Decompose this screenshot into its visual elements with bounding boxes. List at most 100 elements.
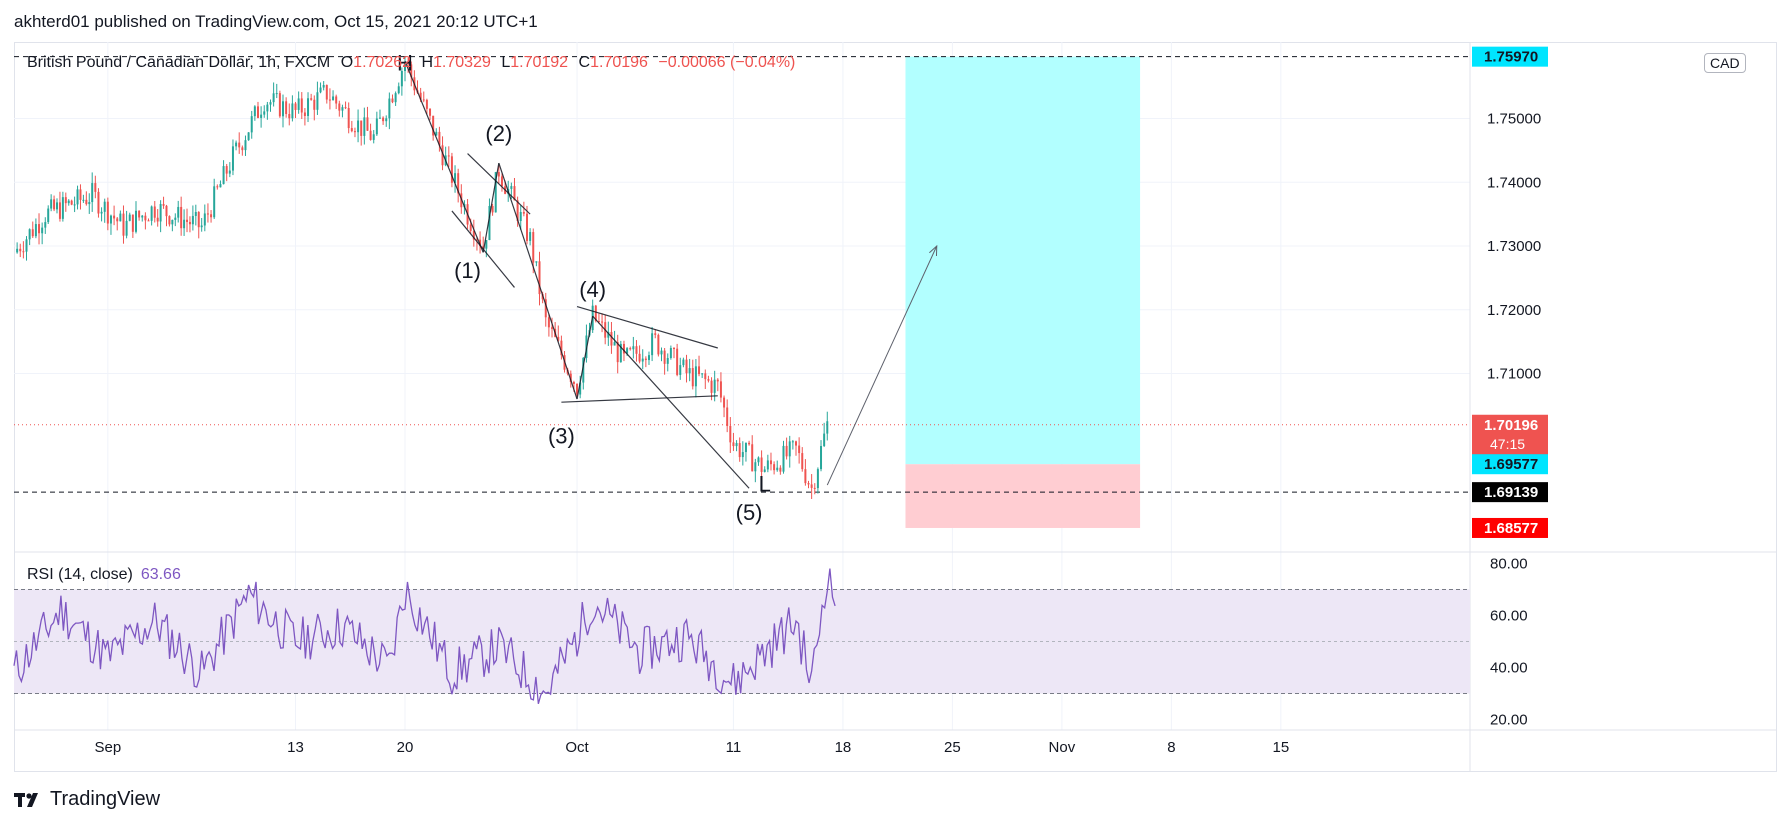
close-value: 1.70196 — [590, 54, 648, 71]
candle-body — [694, 366, 697, 387]
candle-body — [626, 348, 629, 354]
candle-body — [769, 460, 772, 465]
candle-body — [741, 452, 744, 458]
countdown-label: 47:15 — [1490, 436, 1525, 452]
close-label: C — [578, 54, 591, 71]
currency-badge[interactable]: CAD — [1704, 53, 1746, 73]
candle-body — [159, 204, 162, 222]
candle-body — [754, 462, 757, 472]
rsi-last-value: 63.66 — [140, 566, 181, 583]
candle-body — [122, 213, 125, 236]
candle-body — [247, 132, 250, 141]
candle-body — [701, 373, 704, 375]
time-axis-label: 11 — [726, 739, 742, 756]
wave-label: L — [759, 471, 771, 496]
candle-body — [710, 380, 713, 393]
candle-body — [235, 142, 238, 147]
candle-body — [522, 211, 525, 214]
price-axis-badge — [1472, 482, 1548, 503]
candle-body — [194, 211, 197, 216]
candle-body — [44, 222, 47, 228]
candle-body — [338, 103, 341, 111]
candle-body — [438, 131, 441, 146]
candle-body — [216, 186, 219, 188]
footer-brand: TradingView — [50, 788, 161, 810]
symbol-legend: British Pound / Canadian Dollar, 1h, FXC… — [27, 54, 795, 72]
candle-body — [263, 111, 266, 115]
candle-body — [335, 96, 338, 104]
candle-body — [810, 484, 813, 488]
price-axis-label: 1.74000 — [1487, 174, 1541, 191]
candle-body — [497, 172, 500, 177]
candle-body — [679, 365, 682, 375]
candle-body — [260, 114, 263, 118]
candle-body — [282, 101, 285, 117]
candle-body — [641, 358, 644, 362]
tradingview-logo-icon — [14, 792, 38, 807]
wave-label: (4) — [579, 277, 606, 302]
candle-body — [294, 103, 297, 110]
rsi-axis-label: 40.00 — [1490, 660, 1528, 677]
candle-body — [79, 189, 82, 200]
candle-body — [432, 115, 435, 136]
candle-body — [510, 186, 513, 189]
candle-body — [61, 197, 64, 219]
candle-body — [64, 197, 67, 204]
candle-body — [744, 442, 747, 453]
candle-body — [582, 357, 585, 383]
candle-body — [210, 214, 213, 218]
time-axis-label: 20 — [397, 739, 414, 756]
candle-body — [807, 483, 810, 485]
candle-body — [572, 381, 575, 384]
candle-body — [826, 421, 829, 434]
candle-body — [125, 220, 128, 236]
candle-body — [97, 191, 100, 214]
candle-body — [482, 246, 485, 249]
candle-body — [816, 469, 819, 489]
candle-body — [494, 172, 497, 213]
candle-body — [141, 215, 144, 218]
candle-body — [766, 460, 769, 470]
candle-body — [347, 108, 350, 129]
candle-body — [450, 156, 453, 183]
candle-body — [73, 204, 76, 206]
candle-body — [213, 186, 216, 218]
candle-body — [19, 248, 22, 252]
symbol-name[interactable]: British Pound / Canadian Dollar, 1h, FXC… — [27, 54, 331, 71]
candle-body — [219, 184, 222, 188]
rsi-title[interactable]: RSI (14, close) — [27, 566, 133, 583]
trendline — [561, 395, 718, 403]
candle-body — [579, 382, 582, 395]
candle-body — [488, 205, 491, 241]
candle-body — [475, 239, 478, 241]
price-axis-badge — [1472, 454, 1548, 475]
candle-body — [795, 441, 797, 446]
candle-body — [16, 248, 19, 253]
candle-body — [532, 232, 535, 263]
price-axis-badge-label: 1.69577 — [1484, 456, 1538, 473]
candle-body — [372, 134, 375, 140]
candle-body — [472, 230, 475, 240]
candle-body — [601, 321, 604, 323]
candle-body — [144, 215, 147, 221]
candle-body — [341, 107, 344, 111]
candle-body — [278, 93, 281, 117]
projection-arrow — [826, 245, 938, 486]
candle-body — [256, 106, 259, 118]
candle-body — [751, 444, 754, 472]
candle-body — [325, 85, 328, 100]
candle-body — [804, 469, 807, 484]
candle-body — [635, 346, 638, 354]
candle-body — [222, 166, 225, 185]
price-axis-badge-label: 1.68577 — [1484, 520, 1538, 537]
candle-body — [479, 239, 482, 247]
candle-body — [134, 210, 137, 232]
candle-body — [820, 446, 823, 470]
candle-body — [788, 441, 791, 457]
candle-body — [535, 261, 538, 263]
candle-body — [400, 71, 403, 87]
candle-body — [206, 213, 209, 215]
candle-body — [629, 348, 632, 350]
candle-body — [128, 214, 131, 221]
